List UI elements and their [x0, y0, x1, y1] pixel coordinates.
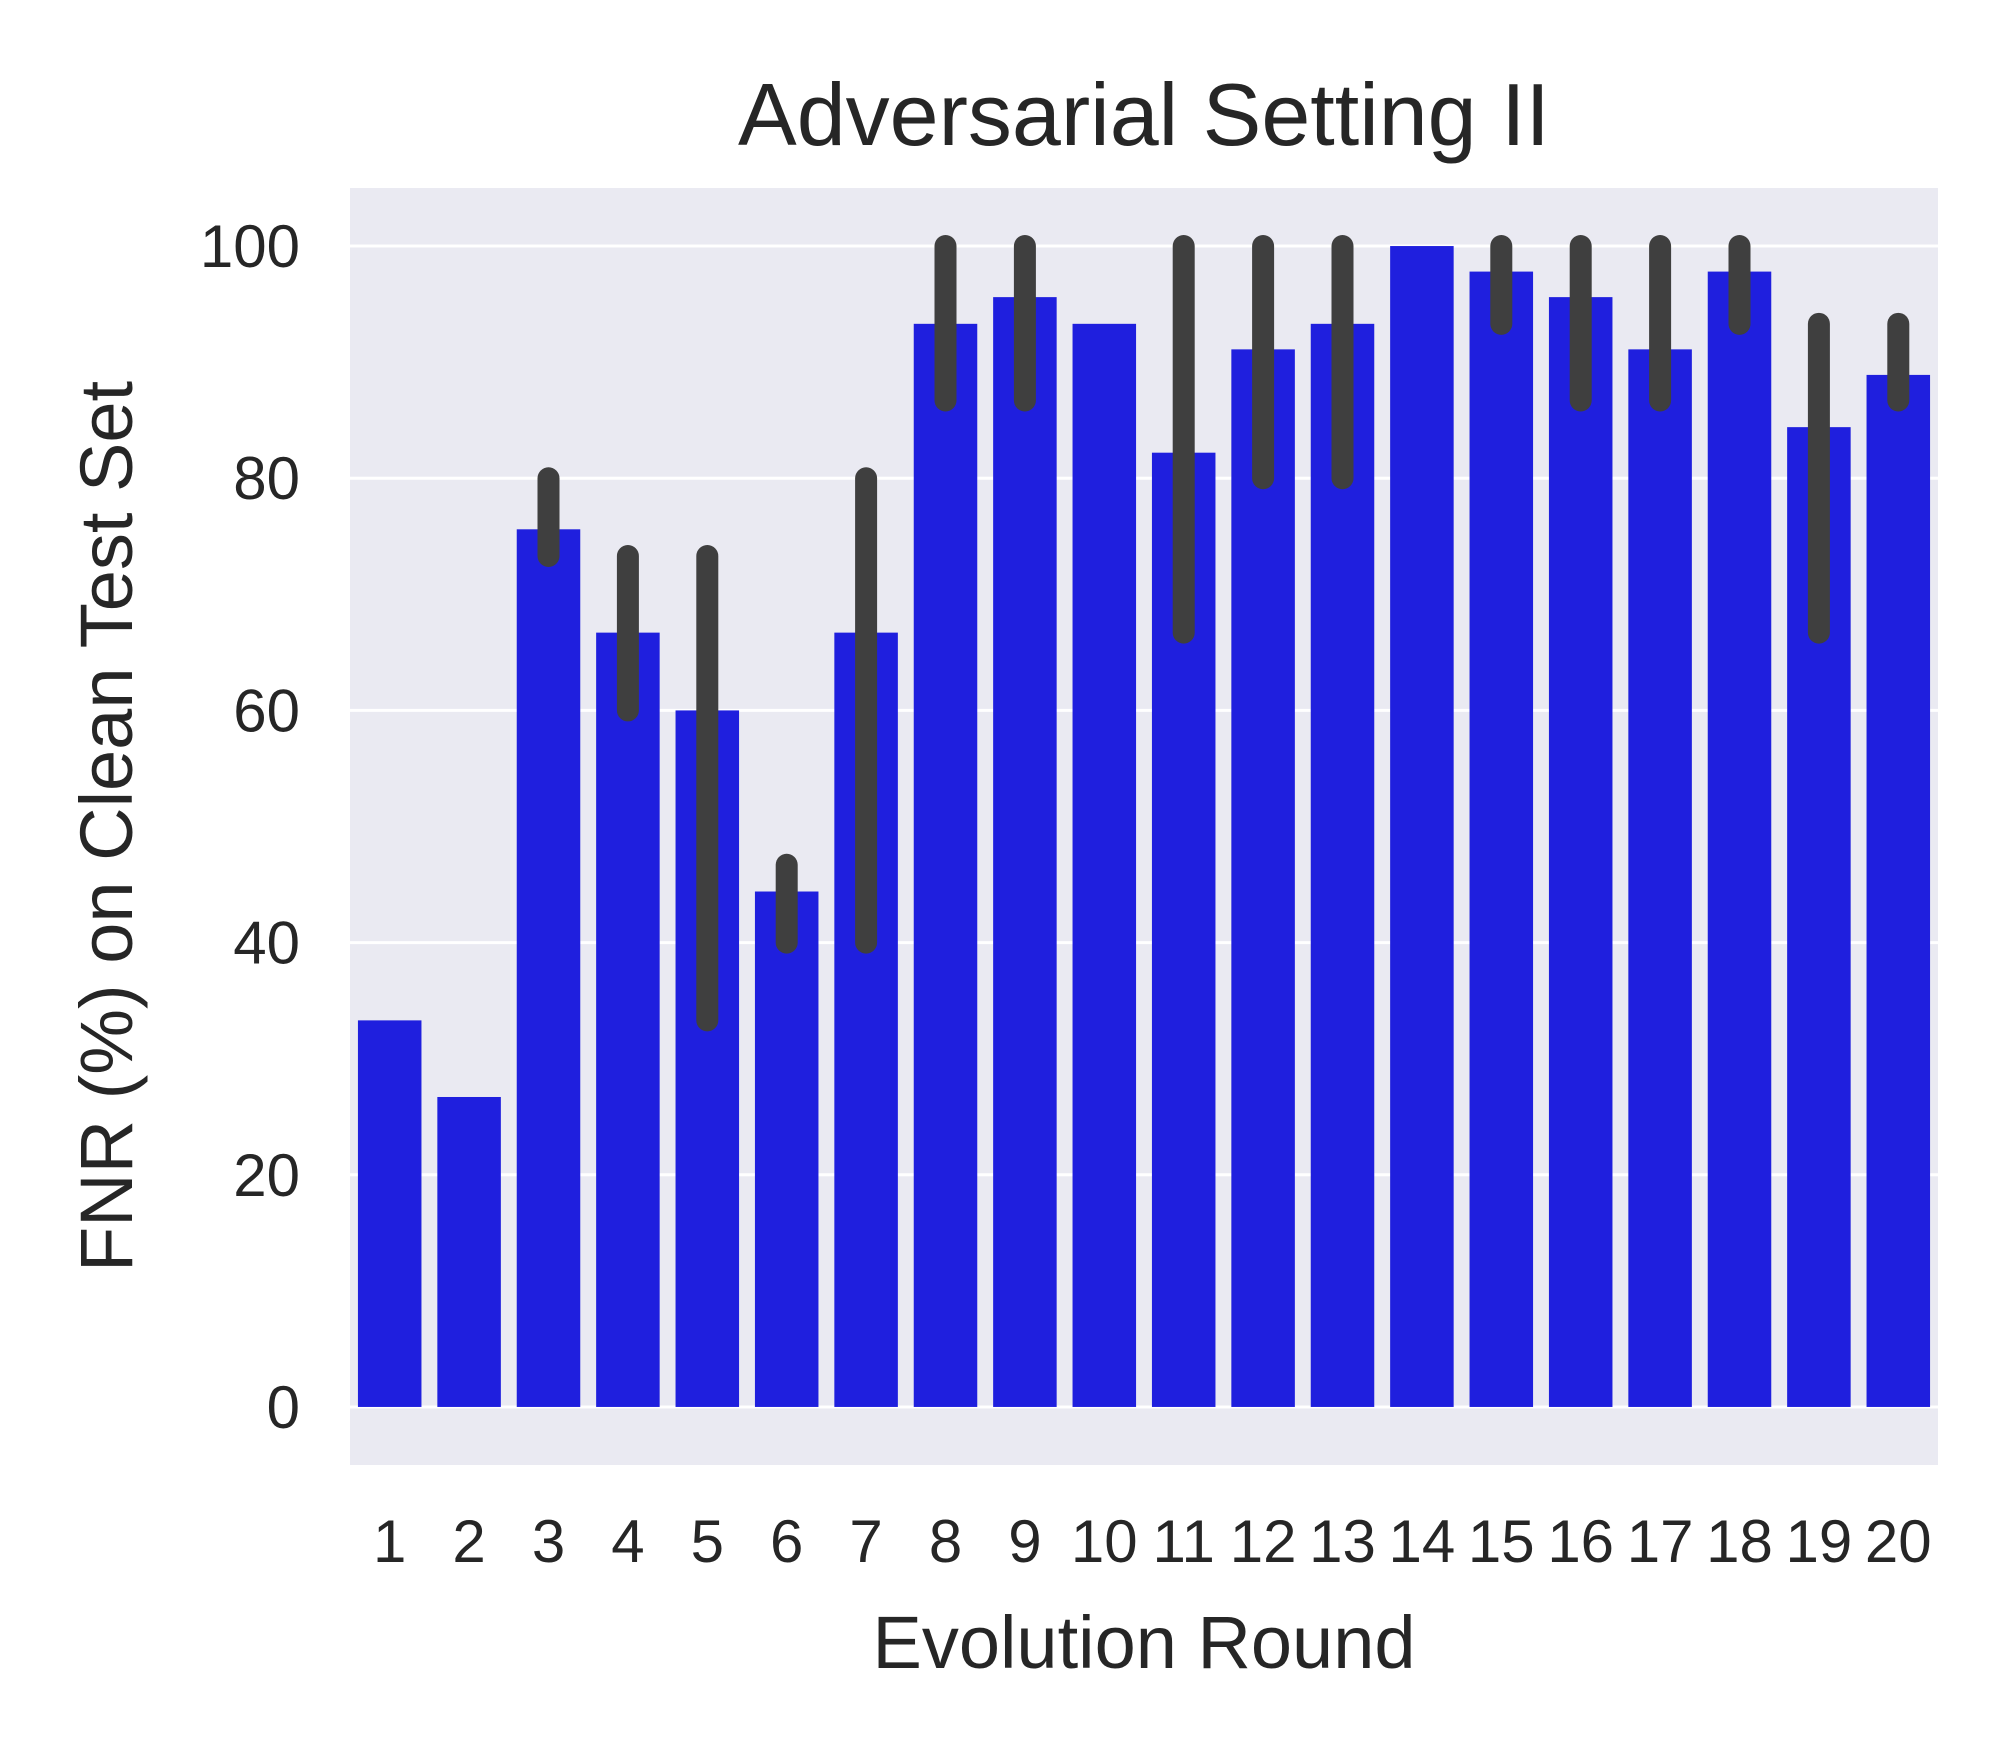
x-tick-label: 1 [373, 1508, 406, 1575]
bar [1707, 271, 1772, 1407]
x-tick-label: 16 [1547, 1508, 1614, 1575]
x-tick-label: 15 [1468, 1508, 1535, 1575]
x-tick-label: 2 [452, 1508, 485, 1575]
x-tick-label: 5 [691, 1508, 724, 1575]
x-tick-label: 18 [1706, 1508, 1773, 1575]
x-tick-labels: 1 2 3 4 5 6 7 8 9 10 11 12 13 14 15 16 17 18 19 20 [373, 1508, 1932, 1575]
bar [516, 529, 581, 1407]
x-tick-label: 12 [1230, 1508, 1297, 1575]
x-tick-label: 20 [1865, 1508, 1932, 1575]
x-tick-label: 4 [611, 1508, 644, 1575]
x-tick-label: 13 [1309, 1508, 1376, 1575]
bar [1231, 349, 1295, 1407]
bar [1390, 246, 1454, 1407]
x-tick-label: 3 [532, 1508, 565, 1575]
bar [437, 1096, 501, 1407]
bar [596, 632, 660, 1407]
bar [1310, 323, 1375, 1407]
x-tick-label: 10 [1071, 1508, 1138, 1575]
y-axis-label: FNR (%) on Clean Test Set [65, 381, 148, 1273]
bars [357, 246, 1931, 1407]
y-tick-label: 60 [233, 677, 300, 744]
y-tick-label: 40 [233, 910, 300, 977]
x-tick-label: 19 [1786, 1508, 1853, 1575]
bar [913, 323, 978, 1407]
x-tick-label: 9 [1008, 1508, 1041, 1575]
x-axis-label: Evolution Round [872, 1601, 1415, 1684]
y-tick-label: 80 [233, 445, 300, 512]
x-tick-label: 7 [849, 1508, 882, 1575]
x-tick-label: 6 [770, 1508, 803, 1575]
bar [1866, 374, 1931, 1407]
y-tick-label: 100 [200, 213, 300, 280]
bar [1628, 349, 1692, 1407]
bar [1548, 297, 1613, 1407]
y-tick-label: 20 [233, 1142, 300, 1209]
bar [993, 297, 1057, 1407]
chart-title: Adversarial Setting II [738, 65, 1550, 164]
y-tick-label: 0 [267, 1374, 300, 1441]
x-tick-label: 11 [1153, 1508, 1215, 1575]
plot-background [350, 188, 1938, 1465]
bar [1469, 271, 1534, 1407]
bar [754, 891, 819, 1407]
x-tick-label: 14 [1389, 1508, 1456, 1575]
bar [1072, 323, 1137, 1407]
bar [357, 1020, 422, 1407]
y-tick-labels: 0 20 40 60 80 100 [200, 213, 300, 1441]
x-tick-label: 8 [929, 1508, 962, 1575]
x-tick-label: 17 [1627, 1508, 1694, 1575]
error-bars [537, 235, 1910, 1032]
